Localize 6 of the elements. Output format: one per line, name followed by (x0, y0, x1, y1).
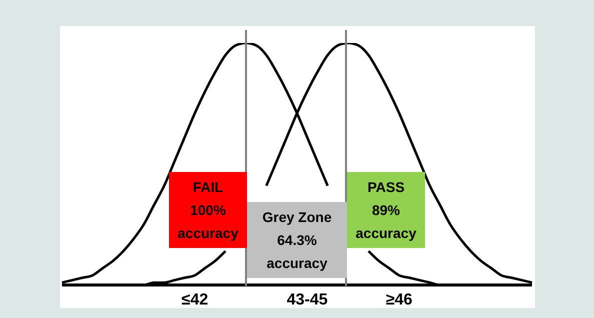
x-tick-label: ≥46 (386, 291, 413, 308)
x-tick-label: ≤42 (182, 291, 208, 308)
x-tick-label: 43-45 (286, 291, 328, 308)
annotation: FAIL 100% accuracy (169, 172, 247, 248)
annotation: PASS 89% accuracy (347, 172, 425, 248)
annotation: Grey Zone 64.3% accuracy (247, 202, 347, 278)
